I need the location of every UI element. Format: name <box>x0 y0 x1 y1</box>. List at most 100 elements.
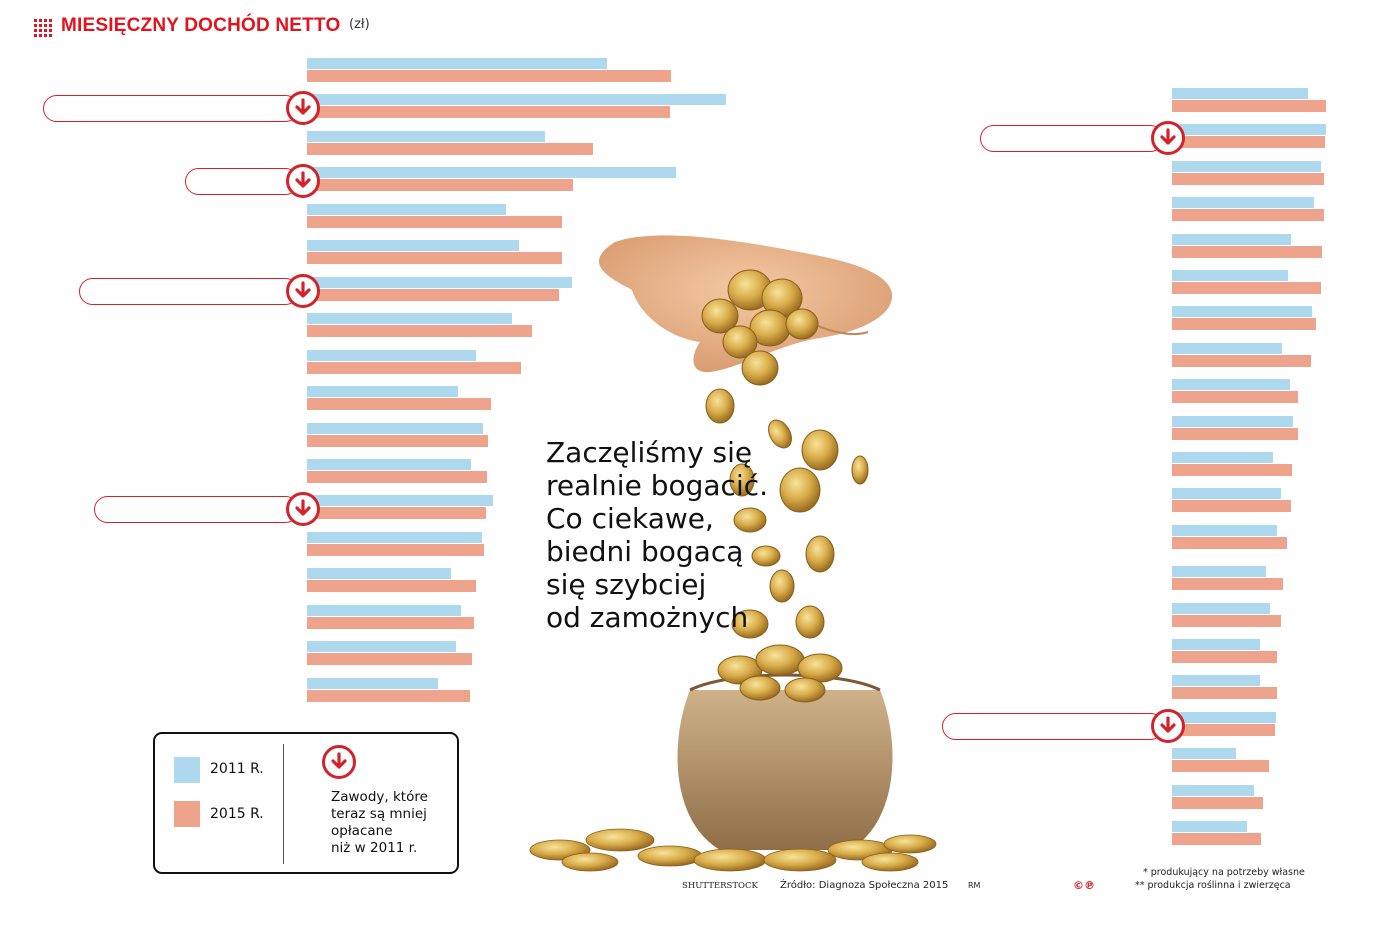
bar-2011 <box>1172 124 1327 136</box>
bar-2011 <box>1172 784 1254 796</box>
bar-2011 <box>1172 160 1322 172</box>
bar-2011 <box>1172 270 1289 281</box>
legend-swatch-2011 <box>174 757 200 783</box>
headline-line: realnie bogacić. <box>546 469 769 502</box>
footnote-1: * produkujący na potrzeby własne <box>1143 867 1305 878</box>
bar-2015 <box>307 543 484 556</box>
bar-2011 <box>1172 602 1270 614</box>
legend-note-line: teraz są mniej <box>331 806 427 822</box>
bar-2015 <box>307 434 488 447</box>
bar-2011 <box>307 568 452 580</box>
bar-2011 <box>1172 748 1236 760</box>
decrease-highlight <box>94 496 299 524</box>
down-arrow-icon <box>1151 121 1185 156</box>
chart-unit: (zł) <box>349 17 370 32</box>
copyright-mark: ©℗ <box>1073 879 1095 892</box>
bar-2015 <box>1172 500 1291 513</box>
decrease-highlight <box>43 95 299 123</box>
bar-2015 <box>307 179 574 192</box>
bar-2011 <box>307 677 438 689</box>
bar-2015 <box>1172 536 1288 549</box>
bar-2015 <box>1172 578 1283 591</box>
headline: Zaczęliśmy się realnie bogacić. Co cieka… <box>546 436 776 634</box>
decrease-highlight <box>980 125 1164 153</box>
bar-2011 <box>1172 233 1292 245</box>
bar-2015 <box>307 288 559 301</box>
bar-2015 <box>307 361 522 374</box>
down-arrow-icon <box>1151 708 1185 743</box>
bar-2011 <box>1172 524 1277 536</box>
bar-2011 <box>307 313 512 325</box>
bar-2015 <box>1172 464 1293 476</box>
bar-2015 <box>307 616 474 629</box>
coins-illustration <box>529 235 937 872</box>
bar-2015 <box>307 142 594 155</box>
bar-2011 <box>307 531 482 543</box>
down-arrow-icon <box>322 745 356 779</box>
bar-2015 <box>307 106 671 119</box>
bar-2015 <box>307 215 563 228</box>
bar-2015 <box>1172 723 1275 736</box>
down-arrow-icon <box>286 492 320 527</box>
headline-line: od zamożnych <box>546 601 749 634</box>
bar-2011 <box>1172 639 1261 650</box>
legend-divider <box>283 744 284 864</box>
legend <box>153 732 459 874</box>
bar-2011 <box>1172 306 1313 318</box>
decrease-highlight <box>942 712 1164 740</box>
chart-title: MIESIĘCZNY DOCHÓD NETTO <box>61 15 341 36</box>
bar-2015 <box>1172 391 1299 404</box>
headline-line: się szybciej <box>546 568 707 601</box>
bar-2011 <box>1172 675 1260 687</box>
bar-2011 <box>307 94 726 106</box>
bar-2015 <box>307 252 562 265</box>
bar-2015 <box>1172 136 1326 149</box>
bar-2015 <box>1172 245 1323 258</box>
bar-2015 <box>1172 172 1324 185</box>
bar-2015 <box>307 507 486 520</box>
photo-credit: SHUTTERSTOCK <box>682 881 758 891</box>
bar-2011 <box>1172 379 1291 391</box>
headline-line: Co ciekawe, <box>546 502 714 535</box>
bar-2011 <box>1172 88 1309 99</box>
legend-label-2015: 2015 R. <box>210 806 264 822</box>
bar-2011 <box>1172 342 1282 354</box>
down-arrow-icon <box>286 273 320 308</box>
bar-2011 <box>1172 566 1267 578</box>
bar-2011 <box>307 349 477 361</box>
bar-2011 <box>1172 488 1281 500</box>
bar-2015 <box>1172 651 1278 663</box>
bar-2015 <box>1172 209 1324 222</box>
bar-2015 <box>307 70 671 82</box>
bar-2015 <box>1172 687 1277 700</box>
bar-2011 <box>307 422 484 434</box>
bar-2015 <box>1172 318 1317 331</box>
bar-2011 <box>307 240 519 252</box>
bar-2015 <box>307 580 476 593</box>
legend-label-2011: 2011 R. <box>210 761 264 777</box>
legend-swatch-2015 <box>174 801 200 827</box>
bar-2015 <box>1172 614 1282 627</box>
legend-note: Zawody, które teraz są mniej opłacane ni… <box>331 789 451 857</box>
bar-2011 <box>307 604 461 616</box>
footnote-2: ** produkcja roślinna i zwierzęca <box>1135 880 1291 891</box>
bar-2011 <box>1172 452 1273 463</box>
bar-2011 <box>307 130 546 142</box>
bar-2015 <box>1172 427 1299 440</box>
bar-2011 <box>307 495 494 507</box>
decrease-highlight <box>185 168 299 196</box>
bar-2011 <box>307 203 507 215</box>
down-arrow-icon <box>286 91 320 126</box>
bar-2011 <box>1172 821 1248 832</box>
bar-2011 <box>1172 711 1276 723</box>
bar-2015 <box>1172 796 1263 809</box>
source-note: Źródło: Diagnoza Społeczna 2015 <box>780 880 949 891</box>
bar-2015 <box>307 398 491 411</box>
legend-note-line: niż w 2011 r. <box>331 840 418 856</box>
bar-2011 <box>307 58 608 69</box>
bar-2011 <box>307 641 457 653</box>
bar-2015 <box>1172 760 1269 773</box>
headline-line: biedni bogacą <box>546 535 744 568</box>
bar-2011 <box>307 386 459 398</box>
bar-2015 <box>1172 354 1312 367</box>
